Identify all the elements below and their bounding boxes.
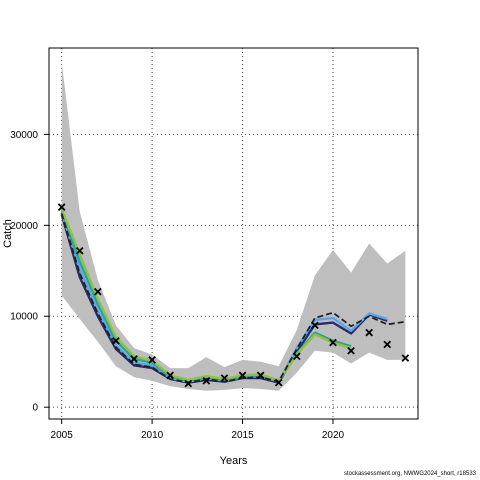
- confidence-band: [61, 61, 406, 391]
- grid: [49, 48, 418, 419]
- footer-credit: stockassessment.org, NWWG2024_short, r18…: [343, 471, 476, 477]
- x-tick-label: 2015: [231, 430, 254, 441]
- y-tick-label: 0: [32, 403, 38, 414]
- observed-point: [311, 321, 319, 330]
- y-tick-label: 30000: [10, 130, 38, 141]
- observed-point: [130, 355, 138, 363]
- observed-point: [57, 203, 66, 211]
- observed-point: [202, 376, 211, 385]
- series-line-4: [60, 208, 352, 383]
- x-tick-label: 2010: [141, 430, 164, 441]
- observed-point: [94, 287, 102, 296]
- y-axis-title: Catch: [2, 219, 14, 248]
- confidence-band-area: [61, 61, 406, 391]
- observed-point: [329, 338, 337, 347]
- series-lines: [60, 208, 406, 384]
- x-tick-label: 2005: [51, 430, 74, 441]
- series-line-5: [60, 213, 406, 384]
- observed-points: [57, 203, 410, 388]
- observed-point: [184, 379, 193, 388]
- plot-frame: [48, 47, 419, 420]
- observed-point: [166, 371, 175, 380]
- y-tick-label: 10000: [10, 312, 38, 323]
- observed-point: [238, 371, 247, 380]
- observed-point: [256, 371, 265, 380]
- observed-point: [220, 374, 229, 382]
- x-tick-label: 2020: [322, 430, 345, 441]
- observed-point: [112, 336, 120, 345]
- observed-point: [365, 328, 373, 337]
- observed-point: [383, 340, 392, 349]
- observed-point: [148, 356, 156, 364]
- axis-ticks: 2005 2010 2015 2020 0 10000 20000 30000: [10, 130, 344, 441]
- x-axis-title: Years: [220, 455, 248, 467]
- y-tick-label: 20000: [10, 221, 38, 232]
- observed-point: [274, 378, 283, 387]
- observed-point: [347, 346, 355, 355]
- observed-point: [75, 246, 84, 255]
- observed-point: [401, 354, 410, 362]
- observed-point: [292, 352, 301, 361]
